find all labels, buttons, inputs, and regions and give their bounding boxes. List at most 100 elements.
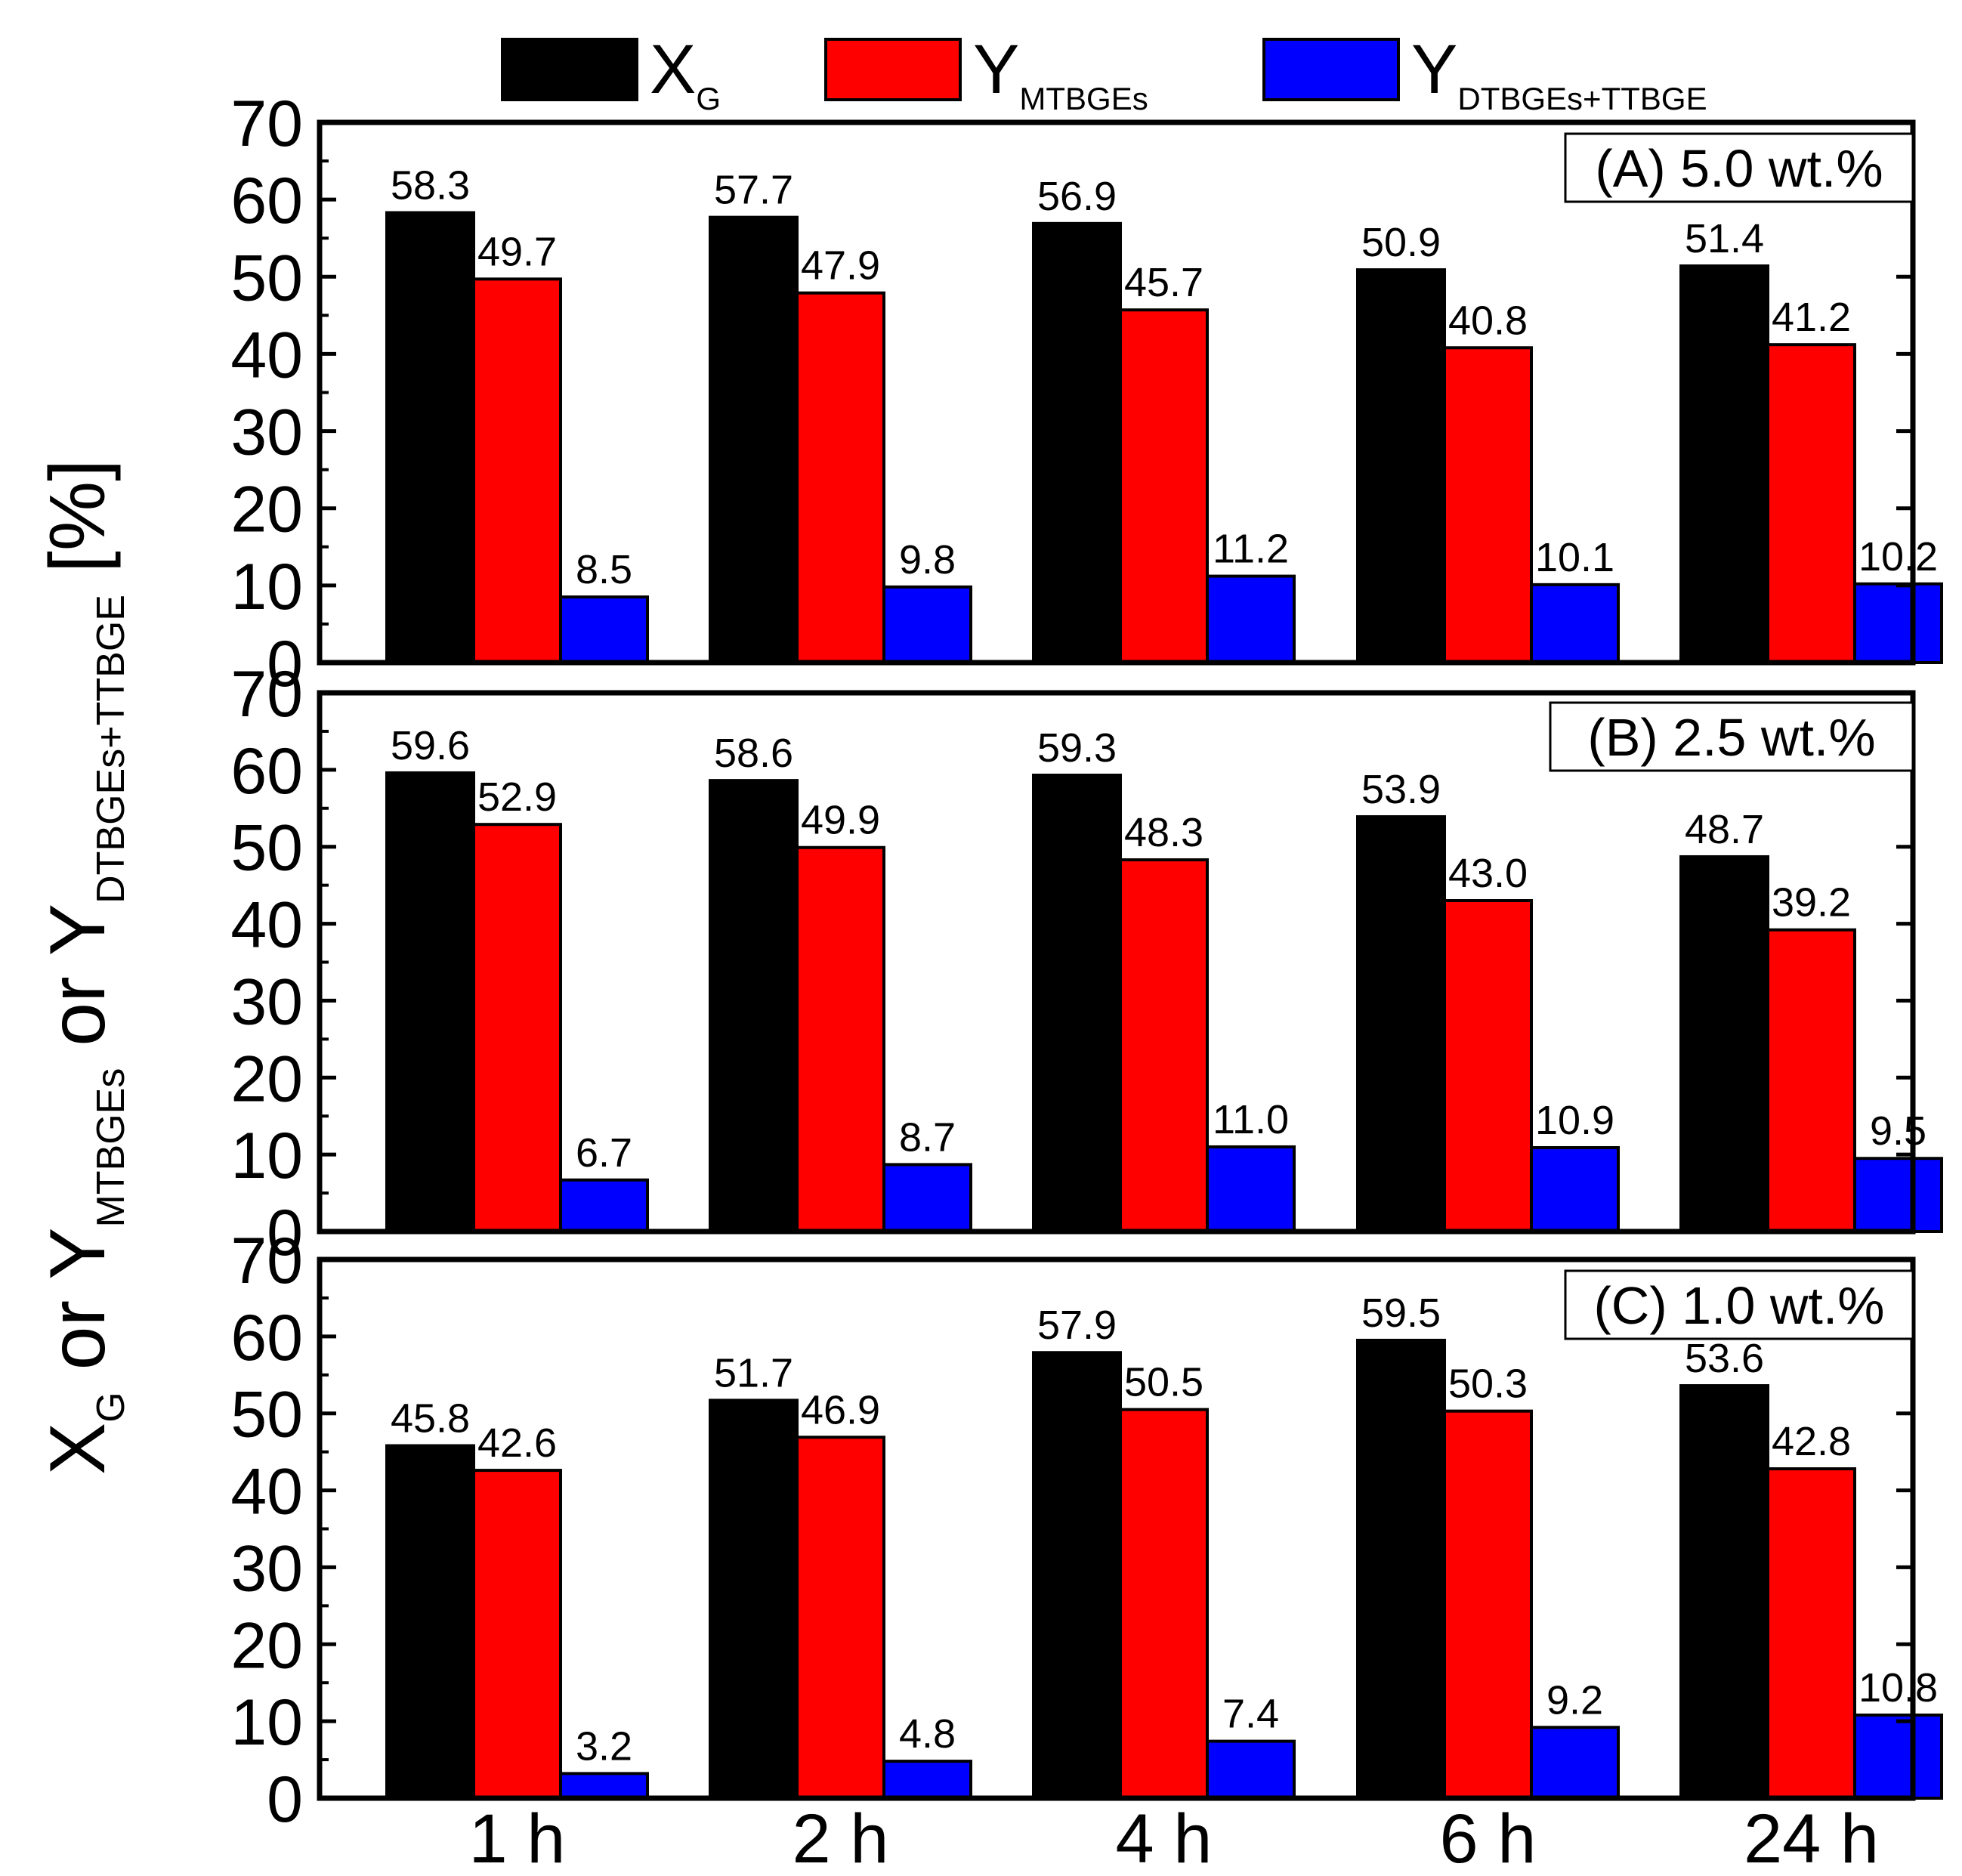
bar-ydtbges-ttbge-4h	[1206, 1145, 1296, 1234]
data-label: 10.9	[1535, 1098, 1614, 1143]
data-label: 42.6	[477, 1420, 557, 1466]
y-tick-label: 40	[230, 319, 303, 391]
bar-ydtbges-ttbge-1h	[559, 595, 649, 665]
data-label: 4.8	[899, 1711, 956, 1757]
x-tick-label: 24 h	[1744, 1800, 1879, 1876]
data-label: 57.7	[714, 168, 793, 213]
data-label: 59.5	[1361, 1290, 1441, 1336]
panel-title-box	[1564, 132, 1914, 203]
bar-ymtbges-6h	[1443, 346, 1533, 664]
data-label: 59.6	[391, 723, 470, 768]
data-label: 10.1	[1535, 535, 1614, 580]
data-label: 58.3	[391, 163, 470, 209]
data-label: 48.3	[1124, 810, 1203, 855]
data-label: 46.9	[801, 1387, 880, 1432]
bar-ymtbges-4h	[1119, 858, 1209, 1234]
y-tick-label: 10	[230, 1120, 303, 1192]
data-label: 11.0	[1213, 1097, 1289, 1142]
bar-ymtbges-1h	[472, 277, 562, 664]
y-tick-label: 30	[230, 966, 303, 1038]
data-label: 50.3	[1448, 1361, 1528, 1407]
legend-entry: YDTBGEs+TTBGE	[1411, 31, 1707, 116]
data-label: 41.2	[1772, 295, 1851, 340]
panel-title-box	[1564, 1269, 1914, 1340]
data-label: 43.0	[1448, 851, 1528, 896]
legend-entry: YMTBGEs	[973, 31, 1148, 116]
bar-ymtbges-2h	[796, 291, 885, 664]
data-label: 42.8	[1772, 1419, 1851, 1464]
data-label: 45.7	[1124, 260, 1203, 305]
y-tick-label: 30	[230, 397, 303, 469]
data-label: 11.2	[1213, 527, 1289, 572]
y-tick-label: 60	[230, 165, 303, 237]
y-tick-label: 10	[230, 1686, 303, 1759]
panel-title: (B) 2.5 wt.%	[1587, 708, 1875, 767]
data-label: 49.9	[801, 798, 880, 843]
data-label: 52.9	[477, 774, 557, 820]
y-tick-label: 70	[230, 88, 303, 160]
data-label: 57.9	[1037, 1303, 1117, 1348]
data-label: 59.3	[1037, 725, 1117, 771]
panel-a: 58.3 57.7 56.9 50.9 51.4 49.7 47.9 45.7 40.8 41.2…	[230, 88, 1943, 700]
data-label: 50.5	[1124, 1360, 1203, 1405]
bar-ymtbges-6h	[1443, 899, 1533, 1233]
data-label: 51.4	[1685, 216, 1764, 261]
data-label: 51.7	[714, 1350, 793, 1395]
y-tick-label: 30	[230, 1532, 303, 1605]
bar-ymtbges-24h	[1766, 1467, 1856, 1800]
y-tick-label: 20	[230, 474, 303, 546]
data-label: 3.2	[576, 1723, 632, 1769]
bar-ydtbges-ttbge-4h	[1206, 1739, 1296, 1800]
bar-xg-4h	[1032, 773, 1122, 1234]
x-tick-label: 6 h	[1440, 1800, 1537, 1876]
data-label: 40.8	[1448, 298, 1528, 343]
data-label: 10.8	[1858, 1665, 1938, 1711]
bar-ydtbges-ttbge-1h	[559, 1178, 649, 1234]
bar-ymtbges-4h	[1119, 308, 1209, 664]
data-label: 8.5	[576, 547, 632, 592]
y-tick-label: 50	[230, 1379, 303, 1451]
x-tick-label: 2 h	[793, 1800, 889, 1876]
bar-ydtbges-ttbge-2h	[882, 1760, 972, 1800]
legend-swatch	[501, 38, 638, 101]
panel-frame	[317, 119, 1916, 666]
bar-ymtbges-24h	[1766, 928, 1856, 1233]
bar-xg-6h	[1356, 814, 1446, 1233]
y-tick-label: 60	[230, 735, 303, 808]
bar-ymtbges-1h	[472, 1469, 562, 1800]
legend-swatch	[824, 38, 962, 101]
y-tick-label: 40	[230, 889, 303, 962]
bar-ydtbges-ttbge-2h	[882, 1163, 972, 1233]
panel-title: (A) 5.0 wt.%	[1595, 139, 1883, 198]
y-tick-label: 20	[230, 1609, 303, 1682]
legend: XG YMTBGEs YDTBGEs+TTBGE	[501, 31, 1707, 116]
bar-ydtbges-ttbge-6h	[1530, 583, 1620, 664]
data-label: 10.2	[1858, 534, 1938, 579]
bar-ymtbges-2h	[796, 1436, 885, 1800]
y-tick-label: 50	[230, 812, 303, 885]
y-tick-label: 70	[230, 658, 303, 731]
bar-xg-2h	[709, 215, 799, 664]
bar-ydtbges-ttbge-1h	[559, 1772, 649, 1800]
bar-xg-24h	[1679, 855, 1769, 1233]
bar-ydtbges-ttbge-24h	[1853, 1157, 1943, 1233]
data-label: 48.7	[1685, 807, 1764, 852]
y-axis-title: XG or YMTBGEs or YDTBGEs+TTBGE [%]	[34, 459, 133, 1475]
data-label: 39.2	[1772, 880, 1851, 926]
bar-ymtbges-4h	[1119, 1408, 1209, 1800]
data-label: 45.8	[391, 1395, 470, 1441]
bar-ymtbges-24h	[1766, 343, 1856, 664]
panel-frame	[317, 1256, 1916, 1801]
y-tick-label: 10	[230, 551, 303, 623]
data-label: 9.5	[1870, 1108, 1926, 1154]
bar-xg-4h	[1032, 221, 1122, 664]
y-tick-label: 20	[230, 1043, 303, 1115]
bar-ydtbges-ttbge-4h	[1206, 574, 1296, 664]
bar-xg-24h	[1679, 1384, 1769, 1800]
data-label: 58.6	[714, 731, 793, 776]
bar-xg-1h	[385, 771, 475, 1233]
y-tick-label: 0	[267, 628, 303, 700]
panel-title-box	[1549, 701, 1914, 772]
data-label: 53.6	[1685, 1336, 1764, 1381]
x-tick-label: 1 h	[469, 1800, 566, 1876]
